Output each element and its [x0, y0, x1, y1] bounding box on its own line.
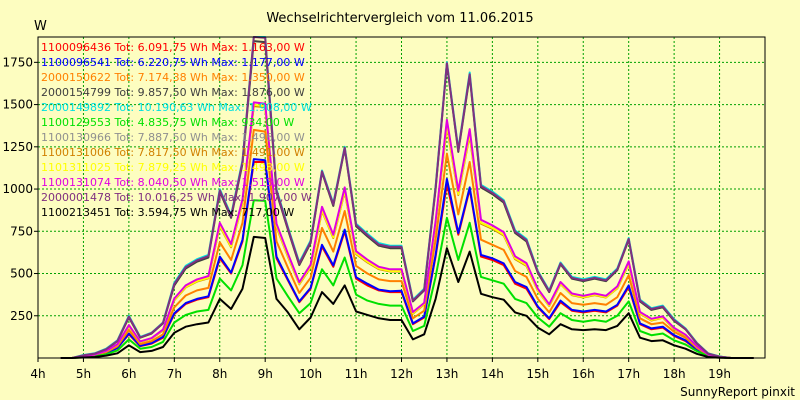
legend-entry-1100131006: 1100131006 Tot: 7.817,50 Wh Max: 1.491,0…	[41, 146, 305, 159]
legend-entry-1101311025: 1101311025 Tot: 7.879,25 Wh Max: 1.498,0…	[41, 161, 305, 174]
y-tick-label: 1750	[2, 55, 33, 69]
x-tick-label: 17h	[617, 367, 640, 381]
x-tick-label: 15h	[526, 367, 549, 381]
legend-entry-2000149892: 2000149892 Tot: 10.190,63 Wh Max: 1.908,…	[41, 101, 312, 114]
series-line-2000150622	[60, 128, 754, 359]
footer-credit: SunnyReport pinxit	[680, 385, 795, 399]
x-tick-label: 6h	[121, 367, 136, 381]
x-tick-label: 18h	[663, 367, 686, 381]
legend: 1100096436 Tot: 6.091,75 Wh Max: 1.163,0…	[41, 41, 312, 219]
legend-entry-2000150622: 2000150622 Tot: 7.174,38 Wh Max: 1.350,0…	[41, 71, 305, 84]
series-line-1100129553	[60, 199, 754, 359]
y-tick-label: 750	[10, 224, 33, 238]
x-tick-label: 9h	[258, 367, 273, 381]
x-tick-label: 10h	[299, 367, 322, 381]
legend-entry-1100096541: 1100096541 Tot: 6.220,75 Wh Max: 1.177,0…	[41, 56, 305, 69]
x-tick-label: 14h	[481, 367, 504, 381]
legend-entry-1100130966: 1100130966 Tot: 7.887,50 Wh Max: 1.496,0…	[41, 131, 305, 144]
y-tick-label: 1250	[2, 140, 33, 154]
legend-entry-1100213451: 1100213451 Tot: 3.594,75 Wh Max: 717,00 …	[41, 206, 294, 219]
y-tick-label: 250	[10, 309, 33, 323]
y-tick-label: 1000	[2, 182, 33, 196]
x-tick-label: 13h	[436, 367, 459, 381]
x-tick-label: 7h	[167, 367, 182, 381]
series-line-1100213451	[60, 235, 754, 359]
legend-entry-2000001478: 2000001478 Tot: 10.016,25 Wh Max: 1.907,…	[41, 191, 312, 204]
series-line-2000001478	[60, 36, 754, 359]
x-tick-label: 19h	[708, 367, 731, 381]
y-tick-label: 1500	[2, 98, 33, 112]
legend-entry-1100131074: 1100131074 Tot: 8.040,50 Wh Max: 1.513,0…	[41, 176, 305, 189]
x-tick-label: 5h	[76, 367, 91, 381]
series-line-1100096541	[60, 158, 754, 359]
legend-entry-2000154799: 2000154799 Tot: 9.857,50 Wh Max: 1.876,0…	[41, 86, 305, 99]
x-tick-label: 11h	[345, 367, 368, 381]
x-tick-label: 4h	[30, 367, 45, 381]
legend-entry-1100096436: 1100096436 Tot: 6.091,75 Wh Max: 1.163,0…	[41, 41, 305, 54]
axes: 250 500 750 1000 1250 1500 1750 4h 5h 6h 7h 8h 9h 10h…	[2, 55, 731, 381]
legend-entry-1100129553: 1100129553 Tot: 4.835,75 Wh Max: 934,00 …	[41, 116, 294, 129]
x-tick-label: 16h	[572, 367, 595, 381]
series-lines	[60, 36, 754, 359]
y-axis-label: W	[34, 19, 47, 34]
y-tick-label: 500	[10, 267, 33, 281]
x-tick-label: 8h	[212, 367, 227, 381]
x-tick-label: 12h	[390, 367, 413, 381]
chart-title: Wechselrichtervergleich vom 11.06.2015	[266, 11, 533, 26]
series-line-1100131074	[60, 101, 754, 359]
